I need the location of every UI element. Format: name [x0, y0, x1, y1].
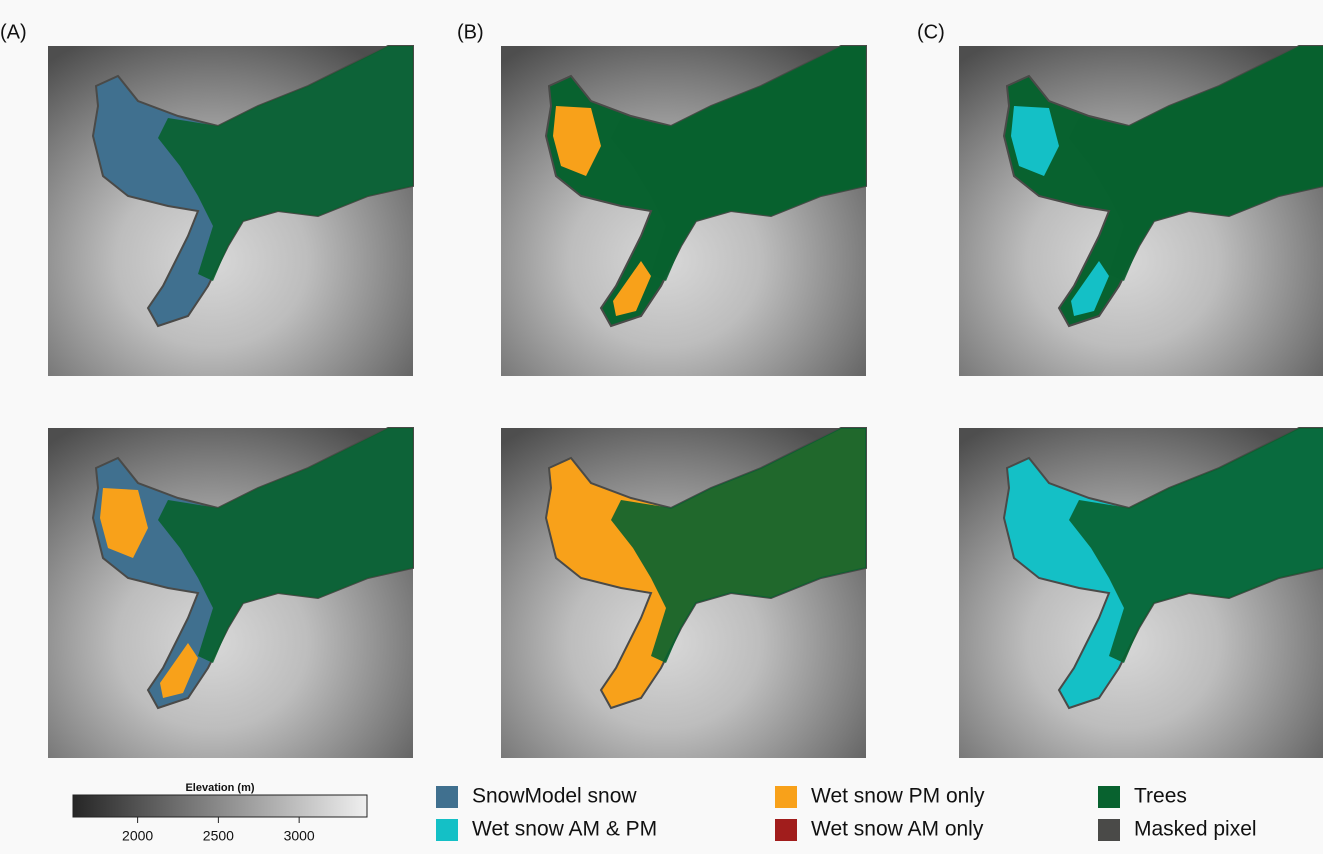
colorbar [73, 795, 367, 817]
legend-swatch [1098, 786, 1120, 808]
legend-label: SnowModel snow [472, 785, 637, 808]
legend-swatch [436, 786, 458, 808]
map-panel [501, 428, 866, 758]
map-panel [959, 428, 1323, 758]
map-panel [501, 46, 866, 376]
panel-label: (C) [917, 21, 945, 43]
colorbar-tick-label: 2000 [122, 828, 153, 844]
legend-swatch [775, 819, 797, 841]
map-panel [48, 428, 413, 758]
colorbar-tick-label: 3000 [284, 828, 315, 844]
colorbar-title: Elevation (m) [185, 782, 254, 794]
figure: (A) (B) (C) Elevation (m) 2000 2500 3000 Sn… [0, 0, 1323, 854]
map-panel [959, 46, 1323, 376]
map-panels [48, 46, 1323, 758]
legend-label: Trees [1134, 785, 1187, 808]
colorbar-tick-label: 2500 [203, 828, 234, 844]
legend-swatch [436, 819, 458, 841]
legend-swatch [1098, 819, 1120, 841]
legend-label: Wet snow AM only [811, 818, 984, 841]
legend-label: Wet snow PM only [811, 785, 985, 808]
panel-label: (A) [0, 21, 27, 43]
map-panel [48, 46, 413, 376]
panel-label: (B) [457, 21, 484, 43]
legend-label: Wet snow AM & PM [472, 818, 657, 841]
legend-swatch [775, 786, 797, 808]
legend-label: Masked pixel [1134, 818, 1257, 841]
